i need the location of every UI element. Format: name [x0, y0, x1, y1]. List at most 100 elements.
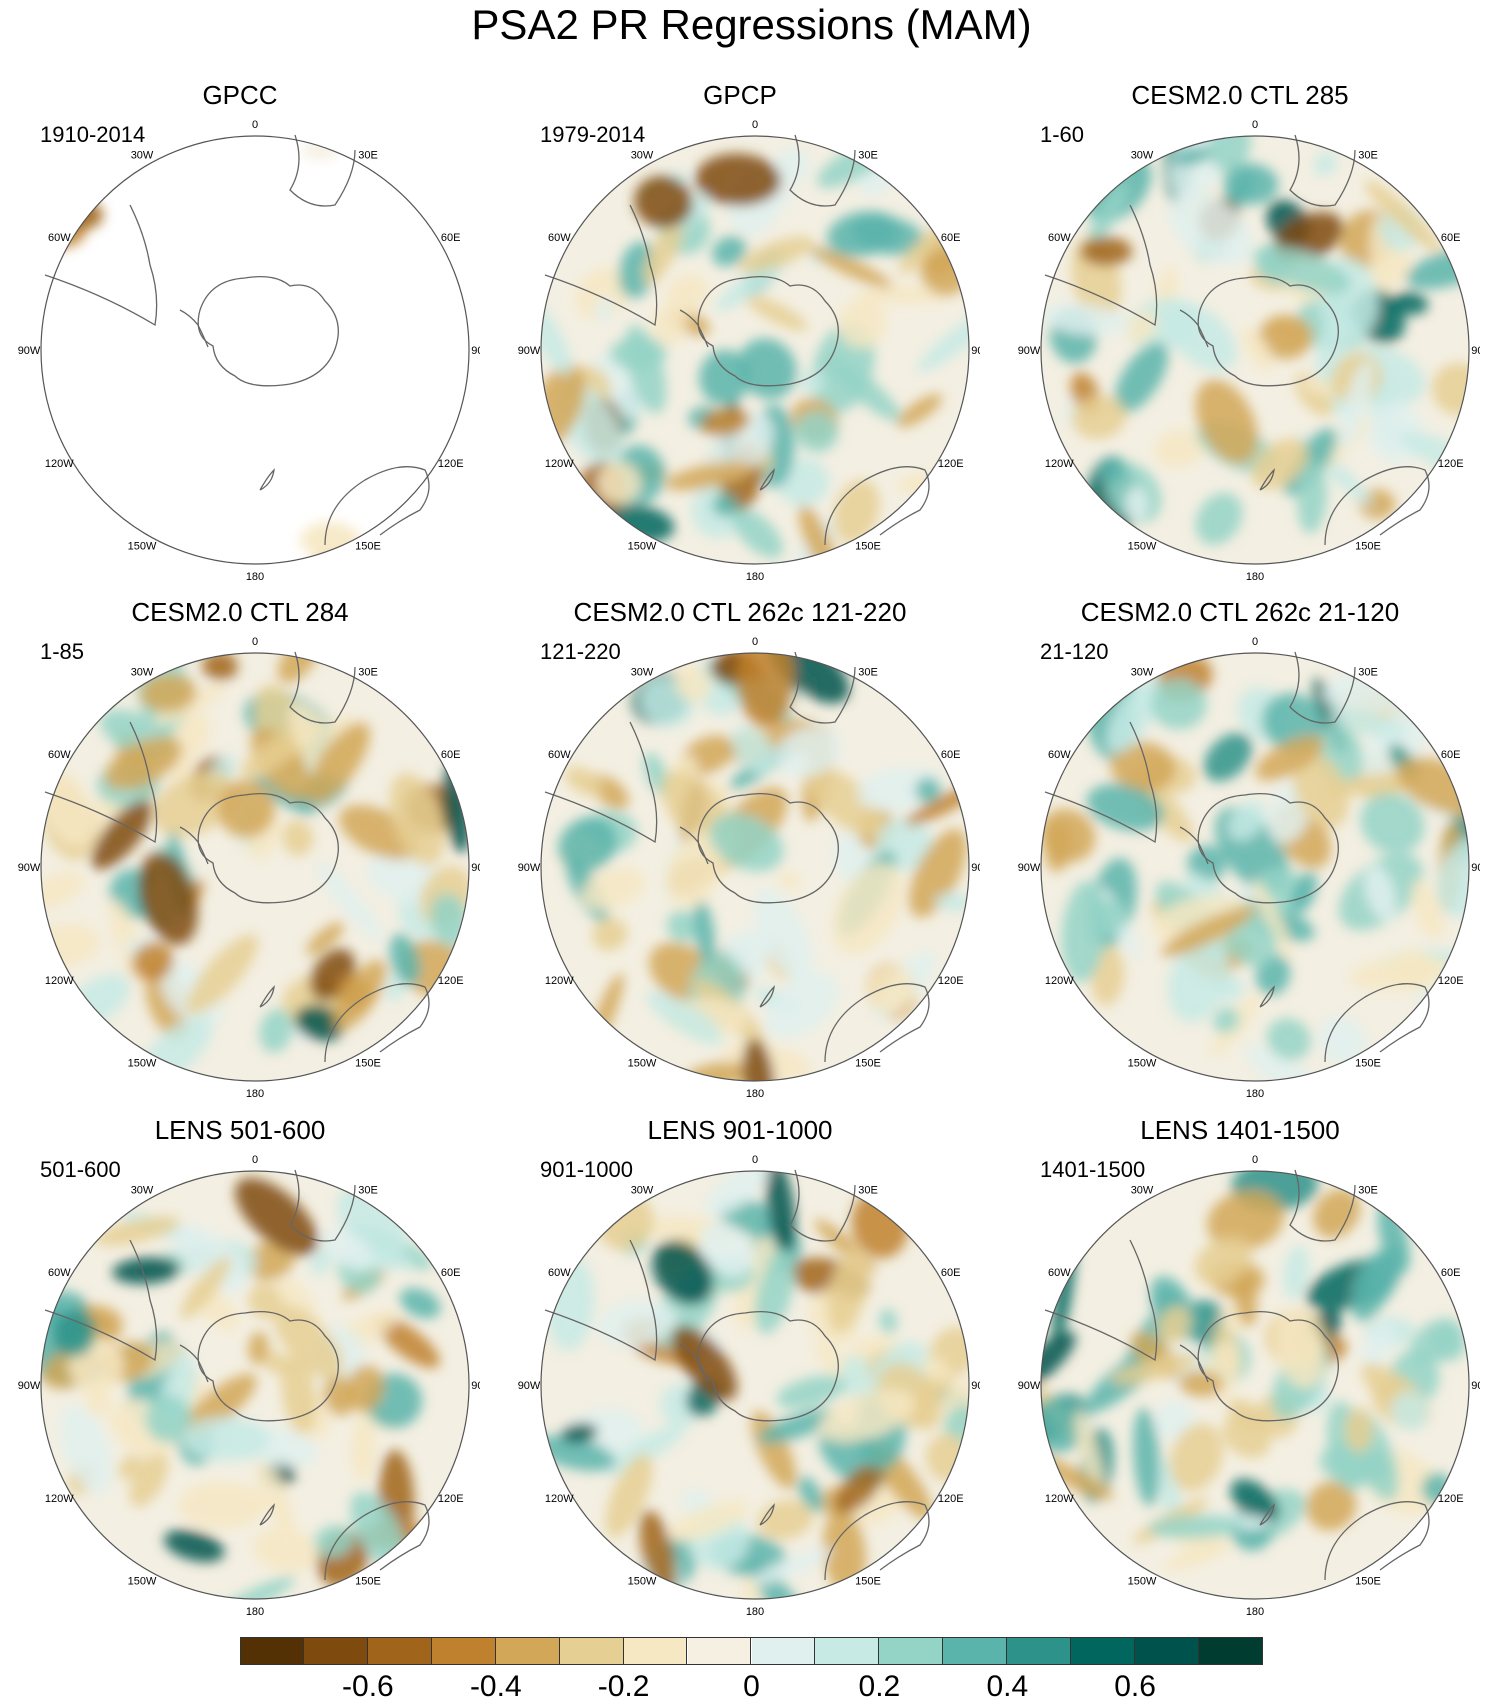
map-panel: GPCP 0 30E 60E 90E 120E 150E 180 150W 120W 90W 60W 3… — [500, 80, 980, 585]
colorbar-swatch — [303, 1637, 368, 1665]
longitude-label: 90W — [518, 1380, 541, 1392]
panel-title: CESM2.0 CTL 285 — [1131, 80, 1349, 110]
longitude-label: 30W — [131, 149, 154, 161]
longitude-label: 150W — [628, 541, 657, 553]
longitude-label: 150W — [628, 1576, 657, 1588]
colorbar-swatch — [1071, 1637, 1136, 1665]
regression-field — [541, 136, 969, 564]
colorbar-swatch — [495, 1637, 560, 1665]
longitude-label: 0 — [752, 120, 758, 131]
regression-field — [541, 1171, 969, 1599]
longitude-label: 30E — [858, 666, 878, 678]
longitude-label: 180 — [746, 571, 764, 583]
longitude-label: 30W — [1131, 1184, 1154, 1196]
longitude-label: 60W — [48, 749, 71, 761]
panel-title: CESM2.0 CTL 284 — [131, 597, 349, 627]
colorbar-swatch — [240, 1637, 304, 1665]
longitude-label: 90W — [18, 1380, 41, 1392]
polar-stereographic-map: 0 30E 60E 90E 120E 150E 180 150W 120W 90W 60W 30W — [18, 1155, 480, 1618]
coastlines — [1044, 1169, 1430, 1581]
panel-title: CESM2.0 CTL 262c 21-120 — [1080, 597, 1400, 627]
panel-title: CESM2.0 CTL 262c 121-220 — [573, 597, 907, 627]
polar-stereographic-map: 0 30E 60E 90E 120E 150E 180 150W 120W 90W 60W 30W — [1018, 637, 1480, 1100]
regression-field — [1041, 653, 1469, 1081]
longitude-label: 120E — [438, 1493, 464, 1505]
longitude-label: 120W — [545, 975, 574, 987]
colorbar-tick-label: 0 — [743, 1670, 760, 1703]
longitude-label: 90E — [471, 862, 480, 874]
longitude-label: 30E — [358, 149, 378, 161]
colorbar-swatch — [623, 1637, 688, 1665]
longitude-label: 60E — [941, 749, 961, 761]
longitude-label: 90E — [1471, 345, 1480, 357]
panel-title: LENS 501-600 — [154, 1115, 326, 1145]
longitude-label: 30E — [1358, 666, 1378, 678]
colorbar-swatch — [367, 1637, 432, 1665]
longitude-label: 120W — [545, 1493, 574, 1505]
longitude-label: 150E — [855, 541, 881, 553]
colorbar-tick-label: -0.6 — [342, 1670, 394, 1703]
longitude-label: 150W — [1128, 1058, 1157, 1070]
colorbar: -0.6 -0.4 -0.2 0 0.2 0.4 0.6 — [240, 1637, 1263, 1705]
longitude-label: 120W — [1045, 1493, 1074, 1505]
panel-title: GPCP — [703, 80, 777, 110]
regression-field — [41, 136, 469, 564]
longitude-label: 150E — [355, 541, 381, 553]
colorbar-swatch — [751, 1637, 816, 1665]
regression-field — [541, 653, 969, 1081]
longitude-label: 180 — [1246, 1606, 1264, 1618]
longitude-label: 120E — [938, 1493, 964, 1505]
colorbar-tick-label: -0.4 — [469, 1670, 522, 1703]
coastlines — [1044, 134, 1430, 546]
longitude-label: 60E — [1441, 232, 1461, 244]
map-panel: GPCC 0 30E 60E 90E 120E 150E 180 150W 120W 90W 60W 3… — [0, 80, 480, 585]
longitude-label: 180 — [746, 1606, 764, 1618]
longitude-label: 90E — [971, 862, 980, 874]
longitude-label: 150E — [1355, 541, 1381, 553]
colorbar-swatch — [431, 1637, 496, 1665]
longitude-label: 30E — [358, 1184, 378, 1196]
panel-period: 121-220 — [540, 639, 621, 664]
coastlines — [44, 1169, 430, 1581]
longitude-label: 60W — [1048, 749, 1071, 761]
longitude-label: 90W — [518, 862, 541, 874]
longitude-label: 150E — [855, 1576, 881, 1588]
longitude-label: 90W — [1018, 862, 1041, 874]
coastlines — [44, 651, 430, 1063]
map-panel: LENS 1401-1500 0 30E 60E 90E 120E 150E 180 150W 1… — [1000, 1115, 1480, 1620]
longitude-label: 0 — [1252, 1155, 1258, 1166]
coastlines — [544, 1169, 930, 1581]
polar-stereographic-map: 0 30E 60E 90E 120E 150E 180 150W 120W 90W 60W 30W — [518, 1155, 980, 1618]
longitude-label: 30W — [1131, 149, 1154, 161]
longitude-label: 120W — [45, 1493, 74, 1505]
longitude-label: 0 — [1252, 120, 1258, 131]
map-panel: CESM2.0 CTL 262c 121-220 0 30E 60E 90E 120E 15… — [500, 597, 980, 1102]
polar-stereographic-map: 0 30E 60E 90E 120E 150E 180 150W 120W 90W 60W 30W — [18, 637, 480, 1100]
longitude-label: 90W — [518, 345, 541, 357]
longitude-label: 60W — [48, 1267, 71, 1279]
polar-stereographic-map: 0 30E 60E 90E 120E 150E 180 150W 120W 90W 60W 30W — [1018, 120, 1480, 583]
longitude-label: 0 — [1252, 637, 1258, 648]
longitude-label: 120E — [1438, 458, 1464, 470]
longitude-label: 120E — [938, 975, 964, 987]
map-panel: LENS 501-600 0 30E 60E 90E 120E 150E 180 150W 120… — [0, 1115, 480, 1620]
map-panel: CESM2.0 CTL 284 0 30E 60E 90E 120E 150E 180 150W… — [0, 597, 480, 1102]
longitude-label: 150E — [1355, 1576, 1381, 1588]
panel-period: 501-600 — [40, 1157, 121, 1182]
colorbar-swatch — [879, 1637, 944, 1665]
longitude-label: 150W — [128, 1576, 157, 1588]
colorbar-tick-label: -0.2 — [597, 1670, 650, 1703]
longitude-label: 120W — [1045, 458, 1074, 470]
longitude-label: 180 — [1246, 571, 1264, 583]
longitude-label: 60W — [548, 1267, 571, 1279]
longitude-label: 150W — [1128, 541, 1157, 553]
coastlines — [44, 134, 430, 546]
longitude-label: 60W — [1048, 1267, 1071, 1279]
regression-field — [41, 653, 469, 1081]
colorbar-swatch — [687, 1637, 752, 1665]
longitude-label: 90E — [471, 345, 480, 357]
longitude-label: 120E — [1438, 1493, 1464, 1505]
longitude-label: 150E — [855, 1058, 881, 1070]
regression-field — [1041, 136, 1469, 564]
panel-title: LENS 901-1000 — [647, 1115, 833, 1145]
